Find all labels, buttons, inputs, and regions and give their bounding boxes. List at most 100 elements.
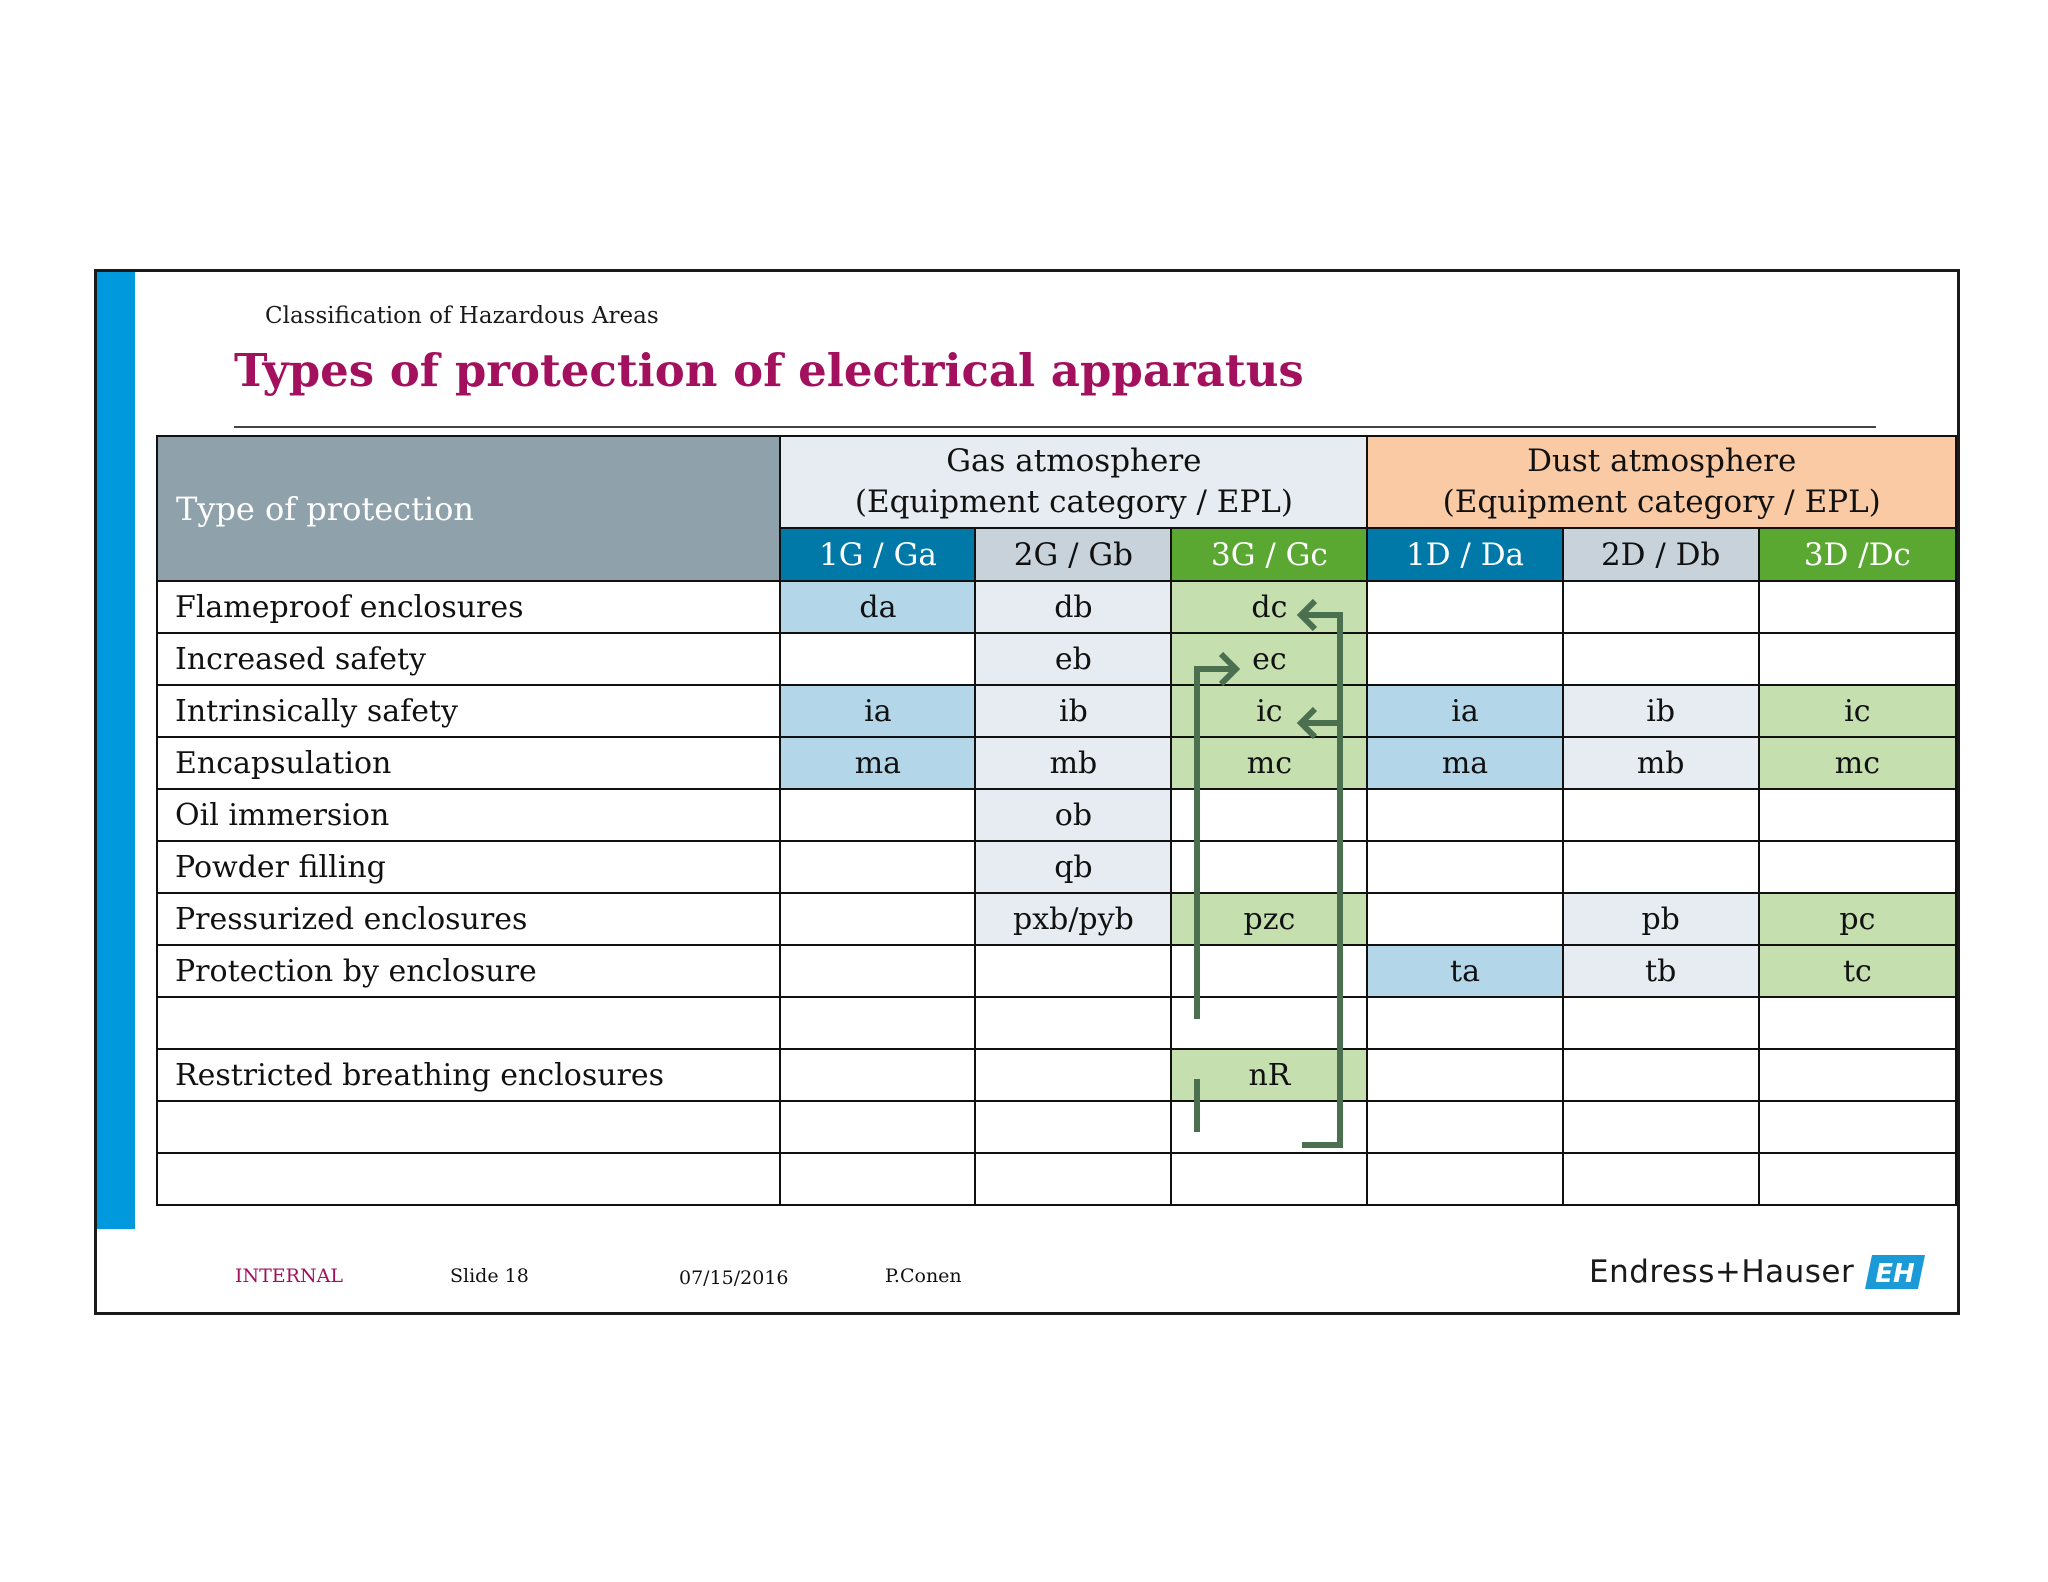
table-cell [779, 1152, 977, 1206]
table-cell: da [779, 580, 977, 634]
table-cell [779, 1048, 977, 1102]
table-cell [1366, 1152, 1564, 1206]
logo-wordmark: Endress+Hauser [1589, 1254, 1855, 1290]
row-label: Oil immersion [155, 788, 782, 842]
row-label: Restricted breathing enclosures [155, 1048, 782, 1102]
slide-frame: Classification of Hazardous Areas Types … [94, 269, 1960, 1315]
table-row: Protection by enclosure ta tb tc [155, 944, 1958, 998]
category-3d-dc: 3D /Dc [1757, 527, 1958, 582]
table-cell: mc [1757, 736, 1958, 790]
table-cell: tc [1757, 944, 1958, 998]
table-cell [1170, 788, 1369, 842]
table-cell [1757, 580, 1958, 634]
gas-header-line-2: (Equipment category / EPL) [854, 484, 1293, 520]
category-2d-db: 2D / Db [1561, 527, 1760, 582]
table-cell: tb [1561, 944, 1760, 998]
table-cell [1170, 944, 1369, 998]
table-cell: qb [974, 840, 1173, 894]
table-cell [1366, 632, 1564, 686]
row-label [155, 996, 782, 1050]
table-row: Oil immersion ob [155, 788, 1958, 842]
table-cell: db [974, 580, 1173, 634]
table-cell [779, 944, 977, 998]
table-cell: ia [779, 684, 977, 738]
table-row [155, 1152, 1958, 1206]
table-cell: ma [779, 736, 977, 790]
table-cell [1561, 1100, 1760, 1154]
section-overline: Classification of Hazardous Areas [265, 303, 659, 329]
footer-slide-number: Slide 18 [450, 1265, 529, 1287]
category-1g-ga: 1G / Ga [779, 527, 977, 582]
dust-header-line-2: (Equipment category / EPL) [1442, 484, 1881, 520]
table-cell [1366, 580, 1564, 634]
footer-date: 07/15/2016 [679, 1267, 789, 1289]
table-cell [1757, 1152, 1958, 1206]
table-cell [779, 1100, 977, 1154]
table-cell: ta [1366, 944, 1564, 998]
category-1d-da: 1D / Da [1366, 527, 1564, 582]
dust-header-line-1: Dust atmosphere [1527, 443, 1797, 479]
table-cell: ec [1170, 632, 1369, 686]
table-cell: ib [1561, 684, 1760, 738]
table-cell [1561, 996, 1760, 1050]
table-cell [1170, 1152, 1369, 1206]
table-cell [779, 996, 977, 1050]
table-cell [1757, 1048, 1958, 1102]
table-cell [1170, 1100, 1369, 1154]
table-cell [974, 1100, 1173, 1154]
table-cell [1757, 632, 1958, 686]
footer-classification: INTERNAL [235, 1265, 343, 1287]
table-row [155, 1100, 1958, 1154]
table-cell: ic [1757, 684, 1958, 738]
table-cell [1757, 1100, 1958, 1154]
row-label: Intrinsically safety [155, 684, 782, 738]
eh-logo-icon: EH [1865, 1255, 1926, 1289]
table-cell [1366, 788, 1564, 842]
row-label: Encapsulation [155, 736, 782, 790]
protection-table-wrap: Type of protection Gas atmosphere (Equip… [155, 435, 1958, 1206]
table-cell: mb [974, 736, 1173, 790]
table-cell [1757, 996, 1958, 1050]
table-cell: nR [1170, 1048, 1369, 1102]
table-cell [1561, 840, 1760, 894]
table-cell [974, 996, 1173, 1050]
table-row [155, 996, 1958, 1050]
company-logo: Endress+Hauser EH [1589, 1254, 1926, 1290]
row-label: Protection by enclosure [155, 944, 782, 998]
row-label: Flameproof enclosures [155, 580, 782, 634]
table-cell: ob [974, 788, 1173, 842]
table-cell [1170, 996, 1369, 1050]
table-cell: dc [1170, 580, 1369, 634]
logo-mark-text: EH [1875, 1259, 1915, 1289]
table-cell [974, 944, 1173, 998]
table-cell: mc [1170, 736, 1369, 790]
row-label [155, 1100, 782, 1154]
title-divider [234, 426, 1876, 428]
table-cell: pb [1561, 892, 1760, 946]
table-cell [974, 1152, 1173, 1206]
table-cell [779, 632, 977, 686]
table-row: Increased safety eb ec [155, 632, 1958, 686]
protection-table: Type of protection Gas atmosphere (Equip… [155, 435, 1958, 1206]
table-cell [1366, 892, 1564, 946]
slide-title: Types of protection of electrical appara… [234, 344, 1304, 397]
table-row: Flameproof enclosures da db dc [155, 580, 1958, 634]
table-cell [1561, 580, 1760, 634]
table-row: Restricted breathing enclosures nR [155, 1048, 1958, 1102]
table-cell [1366, 1048, 1564, 1102]
table-cell [1561, 788, 1760, 842]
table-cell: eb [974, 632, 1173, 686]
table-row: Encapsulation ma mb mc ma mb mc [155, 736, 1958, 790]
accent-side-bar [97, 272, 135, 1229]
table-cell [1561, 1152, 1760, 1206]
table-cell: pxb/pyb [974, 892, 1173, 946]
footer-author: P.Conen [885, 1265, 962, 1287]
category-2g-gb: 2G / Gb [974, 527, 1173, 582]
table-cell [1170, 840, 1369, 894]
row-label [155, 1152, 782, 1206]
table-row: Pressurized enclosures pxb/pyb pzc pb pc [155, 892, 1958, 946]
table-cell: ma [1366, 736, 1564, 790]
table-cell [779, 840, 977, 894]
table-cell [779, 892, 977, 946]
gas-header-line-1: Gas atmosphere [946, 443, 1202, 479]
